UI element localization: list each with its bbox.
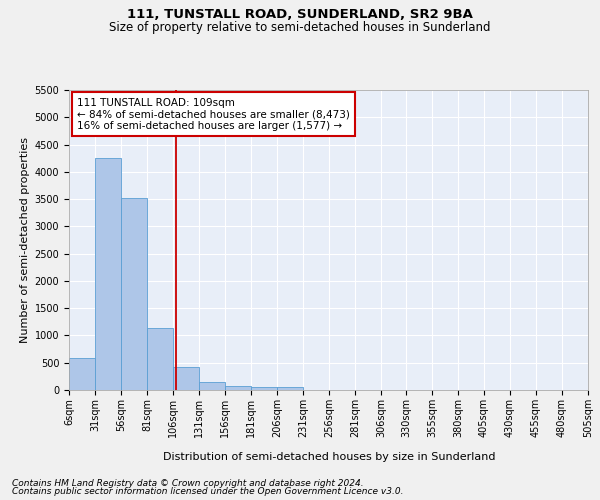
- Text: Contains HM Land Registry data © Crown copyright and database right 2024.: Contains HM Land Registry data © Crown c…: [12, 478, 364, 488]
- Bar: [199, 382, 225, 390]
- Bar: [277, 387, 303, 390]
- Text: Size of property relative to semi-detached houses in Sunderland: Size of property relative to semi-detach…: [109, 21, 491, 34]
- Text: Distribution of semi-detached houses by size in Sunderland: Distribution of semi-detached houses by …: [163, 452, 495, 462]
- Bar: [121, 198, 147, 390]
- Y-axis label: Number of semi-detached properties: Number of semi-detached properties: [20, 137, 31, 343]
- Bar: [95, 158, 121, 390]
- Bar: [225, 386, 251, 390]
- Text: 111, TUNSTALL ROAD, SUNDERLAND, SR2 9BA: 111, TUNSTALL ROAD, SUNDERLAND, SR2 9BA: [127, 8, 473, 20]
- Text: Contains public sector information licensed under the Open Government Licence v3: Contains public sector information licen…: [12, 487, 404, 496]
- Bar: [69, 358, 95, 390]
- Bar: [173, 367, 199, 390]
- Text: 111 TUNSTALL ROAD: 109sqm
← 84% of semi-detached houses are smaller (8,473)
16% : 111 TUNSTALL ROAD: 109sqm ← 84% of semi-…: [77, 98, 350, 130]
- Bar: [147, 328, 173, 390]
- Bar: [251, 386, 277, 390]
